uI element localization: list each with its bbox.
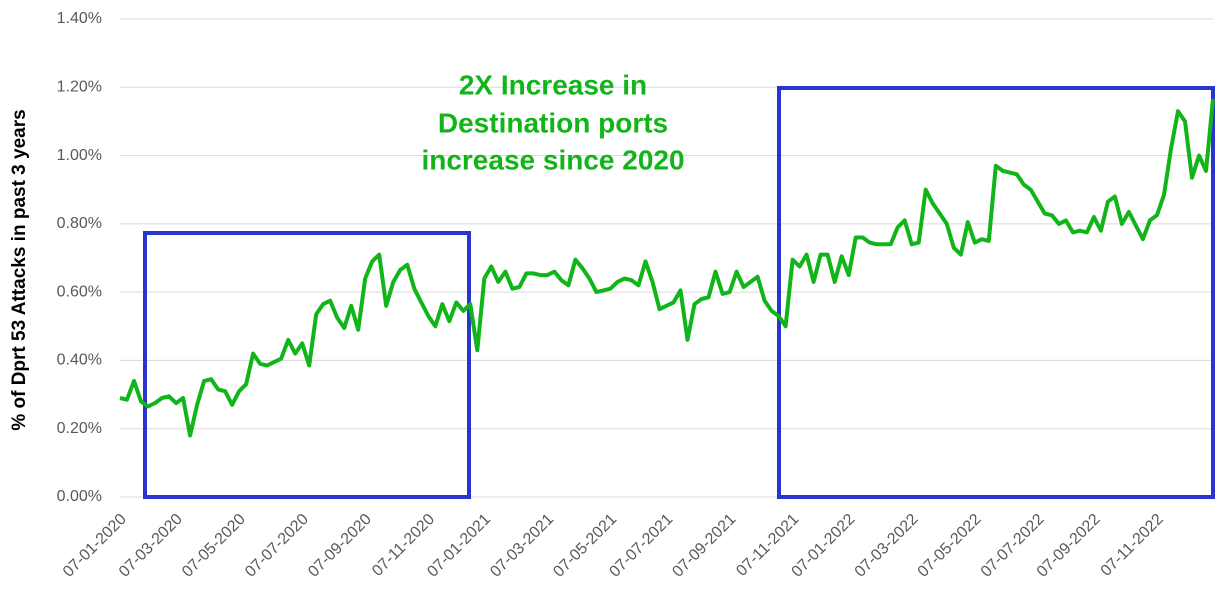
y-tick-label: 0.60%	[57, 283, 102, 300]
x-tick-label: 07-05-2020	[179, 511, 249, 581]
highlight-box	[777, 86, 1215, 499]
y-tick-label: 0.40%	[57, 352, 102, 369]
y-tick-label: 1.20%	[57, 79, 102, 96]
y-tick-label: 1.40%	[57, 10, 102, 27]
x-tick-label: 07-07-2020	[242, 511, 312, 581]
data-line	[119, 99, 1215, 438]
y-tick-label: 0.20%	[57, 420, 102, 437]
x-tick-label: 07-05-2022	[915, 511, 985, 581]
y-tick-label: 1.00%	[57, 147, 102, 164]
x-tick-label: 07-03-2021	[487, 511, 557, 581]
y-tick-label: 0.00%	[57, 488, 102, 505]
x-tick-label: 07-09-2020	[305, 511, 375, 581]
annotation: increase since 2020	[421, 144, 684, 175]
annotation: 2X Increase in	[459, 69, 647, 100]
annotation: Destination ports	[438, 107, 668, 138]
y-tick-label: 0.80%	[57, 215, 102, 232]
x-tick-label: 07-03-2022	[852, 511, 922, 581]
x-tick-label: 07-11-2022	[1098, 511, 1167, 580]
highlight-box	[143, 231, 471, 499]
y-axis-title: % of Dprt 53 Attacks in past 3 years	[9, 109, 30, 430]
x-tick-label: 07-09-2021	[669, 511, 739, 581]
